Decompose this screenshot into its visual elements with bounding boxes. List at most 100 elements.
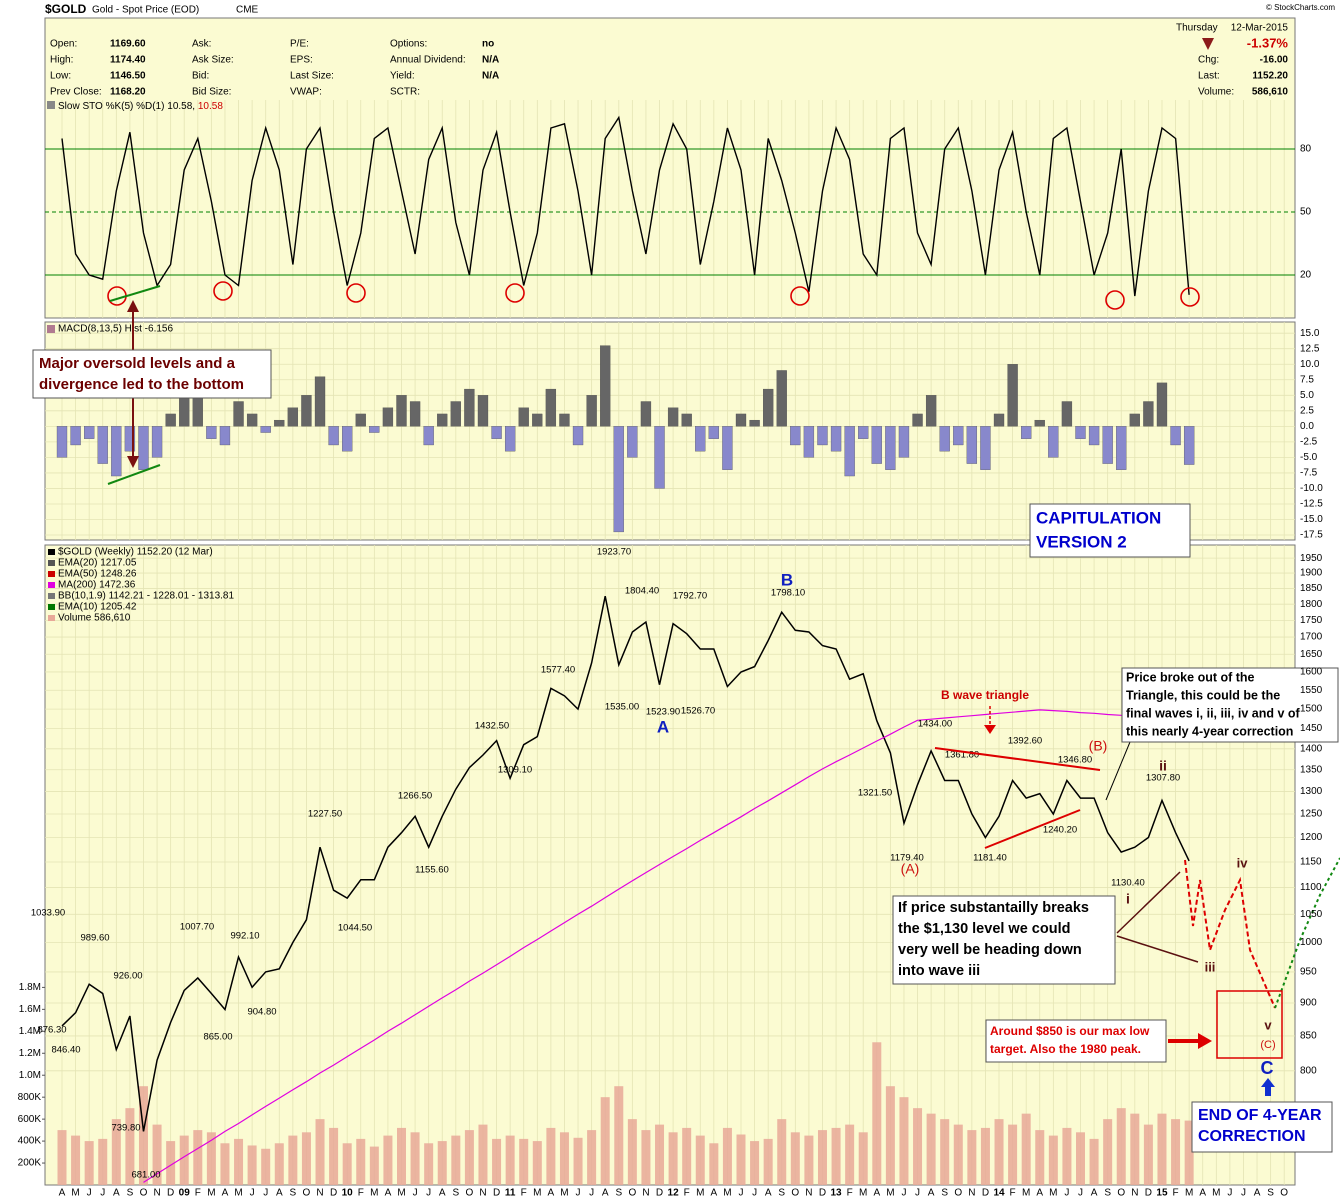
volume-bar: [247, 1145, 257, 1185]
volume-bar: [342, 1143, 352, 1185]
circle: [790, 286, 810, 306]
y-tick-label: 1400: [1300, 743, 1323, 754]
y-tick-label: 1750: [1300, 615, 1323, 626]
volume-bar: [1021, 1113, 1031, 1185]
legend-swatch: [48, 549, 55, 555]
legend-swatch: [48, 582, 55, 588]
price-label: 846.40: [51, 1045, 80, 1056]
volume-bar: [1157, 1113, 1167, 1185]
x-tick-label: 15: [1156, 1188, 1168, 1199]
x-tick-label: J: [1078, 1188, 1083, 1199]
x-tick-label: A: [385, 1188, 392, 1199]
y2-tick-label: 200K: [18, 1158, 42, 1169]
x-tick-label: M: [1022, 1188, 1030, 1199]
field-value: 1174.40: [110, 55, 146, 66]
volume-bar: [899, 1097, 909, 1185]
price-label: 681.00: [131, 1170, 160, 1181]
y-tick-label: -5.0: [1300, 452, 1318, 463]
macd-bar: [111, 426, 122, 477]
price-label: 1798.10: [771, 588, 805, 599]
volume-bar: [587, 1130, 597, 1185]
x-tick-label: O: [303, 1188, 311, 1199]
wave-label: iv: [1237, 855, 1249, 870]
change-pct: -1.37%: [1247, 35, 1289, 50]
x-tick-label: A: [1254, 1188, 1261, 1199]
note-text: Price broke out of the: [1126, 670, 1255, 684]
price-label: 1346.80: [1058, 755, 1092, 766]
macd-bar: [437, 413, 448, 427]
x-tick-label: F: [1010, 1188, 1016, 1199]
circle: [213, 281, 233, 301]
volume-bar: [845, 1124, 855, 1185]
y-tick-label: 1600: [1300, 667, 1323, 678]
volume-bar: [369, 1146, 379, 1185]
note-text: final waves i, ii, iii, iv and v of: [1126, 706, 1301, 720]
macd-bar: [369, 426, 380, 433]
x-tick-label: S: [941, 1188, 948, 1199]
field-label: EPS:: [290, 55, 313, 66]
x-tick-label: M: [1049, 1188, 1057, 1199]
x-tick-label: N: [642, 1188, 649, 1199]
note-text: Around $850 is our max low: [990, 1024, 1150, 1038]
field-value: N/A: [482, 55, 499, 66]
price-label: 1434.00: [918, 719, 952, 730]
price-label: 1240.20: [1043, 825, 1077, 836]
x-tick-label: D: [1145, 1188, 1152, 1199]
volume-bar: [1008, 1124, 1018, 1185]
y-tick-label: 1300: [1300, 786, 1323, 797]
day: Thursday: [1176, 23, 1218, 34]
volume-bar: [1062, 1127, 1072, 1185]
note-text: Triangle, this could be the: [1126, 688, 1280, 702]
price-label: 904.80: [247, 1007, 276, 1018]
y-tick-label: 850: [1300, 1031, 1317, 1042]
y2-tick-label: 600K: [18, 1114, 42, 1125]
price-label: 1307.80: [1146, 773, 1180, 784]
legend-entry: EMA(20) 1217.05: [58, 558, 137, 569]
y-tick-label: 1650: [1300, 649, 1323, 660]
macd-bar: [790, 426, 801, 446]
volume-bar: [926, 1113, 936, 1185]
macd-bar: [138, 426, 149, 470]
x-tick-label: S: [1267, 1188, 1274, 1199]
x-tick-label: D: [493, 1188, 500, 1199]
macd-bar: [1143, 401, 1154, 427]
x-tick-label: J: [1241, 1188, 1246, 1199]
note-text: CAPITULATION: [1036, 508, 1161, 527]
macd-bar: [545, 388, 557, 427]
y-tick-label: 1050: [1300, 909, 1323, 920]
field-label: Ask Size:: [192, 55, 234, 66]
macd-bar: [301, 395, 312, 427]
volume-bar: [57, 1130, 67, 1185]
x-tick-label: N: [968, 1188, 975, 1199]
macd-bar: [885, 426, 896, 470]
symbol-name: Gold - Spot Price (EOD): [92, 5, 199, 16]
price-legend: $GOLD (Weekly) 1152.20 (12 Mar)EMA(20) 1…: [48, 547, 234, 624]
x-tick-label: M: [886, 1188, 894, 1199]
macd-bar: [1034, 419, 1045, 427]
field-value: -16.00: [1260, 55, 1289, 66]
macd-bar: [1156, 382, 1168, 427]
volume-bar: [234, 1138, 244, 1185]
x-tick-label: A: [548, 1188, 555, 1199]
volume-bar: [397, 1127, 406, 1185]
volume-bar: [71, 1135, 81, 1185]
macd-bar: [586, 395, 597, 427]
x-tick-label: O: [1117, 1188, 1125, 1199]
watermark: © StockCharts.com: [1266, 3, 1335, 12]
note-box: [985, 1019, 1167, 1063]
macd-bar: [124, 426, 136, 452]
x-tick-label: J: [739, 1188, 744, 1199]
legend-entry: EMA(50) 1248.26: [58, 569, 137, 580]
volume-bar: [940, 1119, 950, 1185]
x-tick-label: J: [901, 1188, 906, 1199]
volume-bar: [1171, 1119, 1181, 1185]
x-tick-label: M: [859, 1188, 867, 1199]
x-tick-label: F: [358, 1188, 364, 1199]
y2-tick-label: 800K: [18, 1092, 42, 1103]
macd-bar: [179, 395, 190, 427]
macd-bar: [817, 426, 828, 446]
y-tick-label: 1450: [1300, 723, 1323, 734]
target-arrow-head: [1198, 1033, 1212, 1049]
y-tick-label: -12.5: [1300, 499, 1323, 510]
sto-panel: [44, 17, 1296, 319]
